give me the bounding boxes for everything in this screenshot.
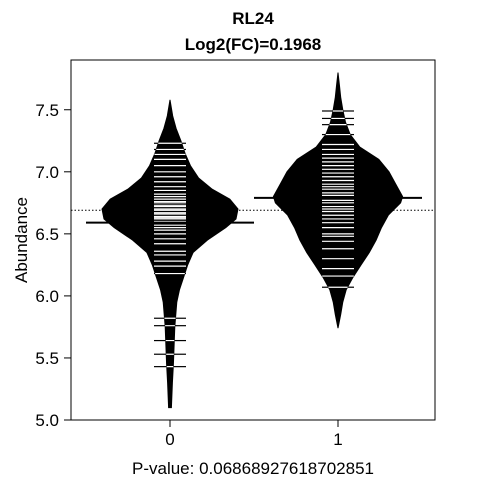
chart-subtitle: Log2(FC)=0.1968 [185, 35, 322, 54]
x-tick-label-1: 1 [333, 430, 342, 449]
plot-frame [70, 59, 436, 421]
y-tick-label-7.0: 7.0 [35, 163, 59, 182]
x-tick-label-0: 0 [165, 430, 174, 449]
y-tick-label-5.5: 5.5 [35, 349, 59, 368]
x-axis-label: P-value: 0.0686892761870285​1 [132, 459, 374, 478]
y-tick-label-7.5: 7.5 [35, 101, 59, 120]
y-tick-label-6.0: 6.0 [35, 287, 59, 306]
axes: 5.0 5.5 6.0 6.5 7.0 7.5 0 1 [35, 101, 342, 449]
chart-title: RL24 [232, 9, 274, 28]
y-axis-label: Abundance [12, 197, 31, 283]
plot-area [71, 72, 435, 409]
y-tick-label-6.5: 6.5 [35, 225, 59, 244]
bean-group-0 [101, 99, 239, 409]
y-tick-label-5.0: 5.0 [35, 411, 59, 430]
